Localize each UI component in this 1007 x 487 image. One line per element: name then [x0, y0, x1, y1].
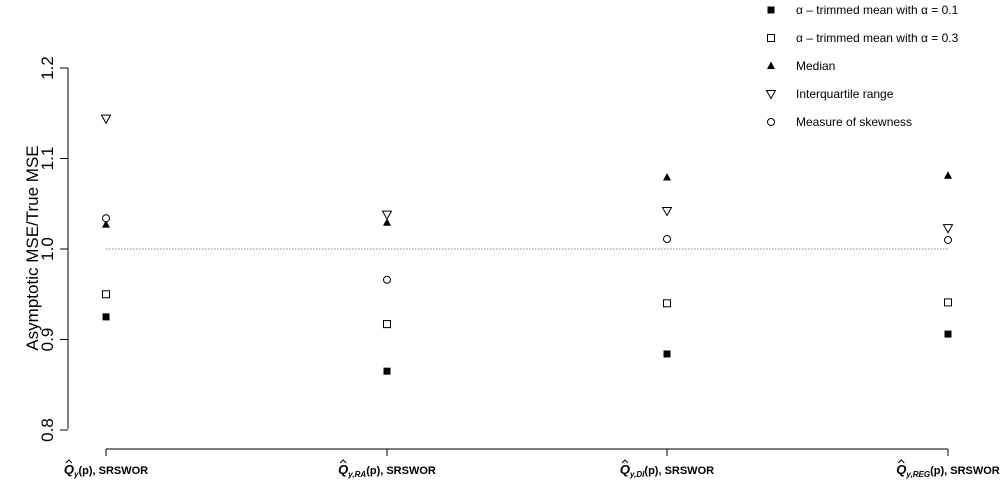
- legend-marker-1: [767, 6, 775, 14]
- data-points: [100, 114, 954, 375]
- data-point-series-5: [944, 235, 952, 244]
- legend: α – trimmed mean with α = 0.1 α – trimmed…: [765, 3, 959, 129]
- data-point-series-5: [663, 235, 671, 244]
- hat-accent: [339, 459, 347, 464]
- legend-marker-3: [767, 61, 775, 69]
- svg-text:Qy,RA(p), SRSWOR: Qy,RA(p), SRSWOR: [338, 462, 436, 479]
- data-point-series-1: [383, 367, 391, 375]
- x-tick-label: Qy,REG(p), SRSWOR: [896, 459, 1000, 479]
- y-tick-label: 1.2: [38, 56, 57, 80]
- data-point-series-1: [663, 350, 671, 358]
- x-tick-label: Qy,DI(p), SRSWOR: [620, 459, 714, 479]
- hat-accent: [897, 459, 905, 464]
- data-point-series-4: [381, 210, 393, 221]
- svg-text:Qy,REG(p), SRSWOR: Qy,REG(p), SRSWOR: [896, 462, 1000, 479]
- legend-marker-5: [767, 118, 775, 126]
- data-point-series-2: [663, 299, 671, 308]
- x-tick-label: Qy,RA(p), SRSWOR: [338, 459, 436, 479]
- data-point-series-3: [383, 218, 391, 226]
- legend-label-5: Measure of skewness: [796, 115, 912, 129]
- data-point-series-5: [102, 214, 110, 223]
- data-point-series-1: [102, 313, 110, 321]
- y-tick-label: 0.8: [38, 418, 57, 442]
- legend-marker-4: [765, 90, 777, 100]
- data-point-series-4: [661, 206, 673, 217]
- svg-text:Qy(p), SRSWOR: Qy(p), SRSWOR: [64, 462, 148, 479]
- data-point-series-3: [663, 173, 671, 181]
- hat-accent: [621, 459, 629, 464]
- svg-text:Qy,DI(p), SRSWOR: Qy,DI(p), SRSWOR: [620, 462, 714, 479]
- y-tick-label: 1.1: [38, 147, 57, 171]
- data-point-series-2: [383, 320, 391, 329]
- legend-label-2: α – trimmed mean with α = 0.3: [796, 31, 959, 45]
- legend-label-4: Interquartile range: [796, 87, 894, 101]
- data-point-series-3: [944, 171, 952, 179]
- legend-label-3: Median: [796, 59, 835, 73]
- x-tick-label: Qy(p), SRSWOR: [64, 459, 148, 479]
- data-point-series-5: [383, 275, 391, 284]
- data-point-series-4: [942, 224, 954, 234]
- data-point-series-4: [100, 114, 112, 125]
- hat-accent: [65, 459, 73, 464]
- x-axis-ticks: Qy(p), SRSWOR Qy,RA(p), SRSWOR Qy,DI(p), S…: [64, 449, 1000, 479]
- data-point-series-2: [944, 298, 952, 307]
- data-point-series-2: [102, 290, 110, 299]
- data-point-series-1: [944, 330, 952, 338]
- y-axis-title: Asymptotic MSE/True MSE: [23, 145, 42, 350]
- y-tick-label: 0.9: [38, 328, 57, 352]
- y-tick-label: 1.0: [38, 237, 57, 261]
- legend-marker-2: [767, 34, 775, 42]
- legend-label-1: α – trimmed mean with α = 0.1: [796, 3, 959, 17]
- data-point-series-3: [102, 220, 110, 228]
- y-axis-ticks: 0.8 0.9 1.0 1.1 1.2: [38, 56, 68, 442]
